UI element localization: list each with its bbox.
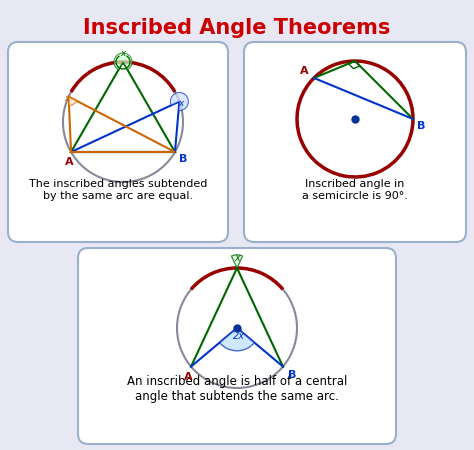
Text: x: x xyxy=(234,253,240,263)
Text: An inscribed angle is half of a central
angle that subtends the same arc.: An inscribed angle is half of a central … xyxy=(127,375,347,403)
Wedge shape xyxy=(231,255,243,268)
Text: B: B xyxy=(288,369,296,379)
Text: x: x xyxy=(179,99,184,108)
Text: B: B xyxy=(417,121,425,131)
Text: B: B xyxy=(179,154,187,164)
FancyBboxPatch shape xyxy=(244,42,466,242)
Text: 2x: 2x xyxy=(233,331,245,341)
Wedge shape xyxy=(170,93,188,111)
Text: A: A xyxy=(65,157,73,167)
Text: Inscribed angle in
a semicircle is 90°.: Inscribed angle in a semicircle is 90°. xyxy=(302,179,408,201)
Text: x: x xyxy=(120,49,126,58)
Text: The inscribed angles subtended
by the same arc are equal.: The inscribed angles subtended by the sa… xyxy=(29,179,207,201)
Text: x: x xyxy=(64,94,69,103)
Text: Inscribed Angle Theorems: Inscribed Angle Theorems xyxy=(83,18,391,38)
FancyBboxPatch shape xyxy=(78,248,396,444)
Text: A: A xyxy=(184,372,192,382)
Wedge shape xyxy=(69,97,77,106)
Text: A: A xyxy=(301,66,309,76)
Wedge shape xyxy=(114,53,132,70)
Wedge shape xyxy=(219,328,255,351)
FancyBboxPatch shape xyxy=(8,42,228,242)
